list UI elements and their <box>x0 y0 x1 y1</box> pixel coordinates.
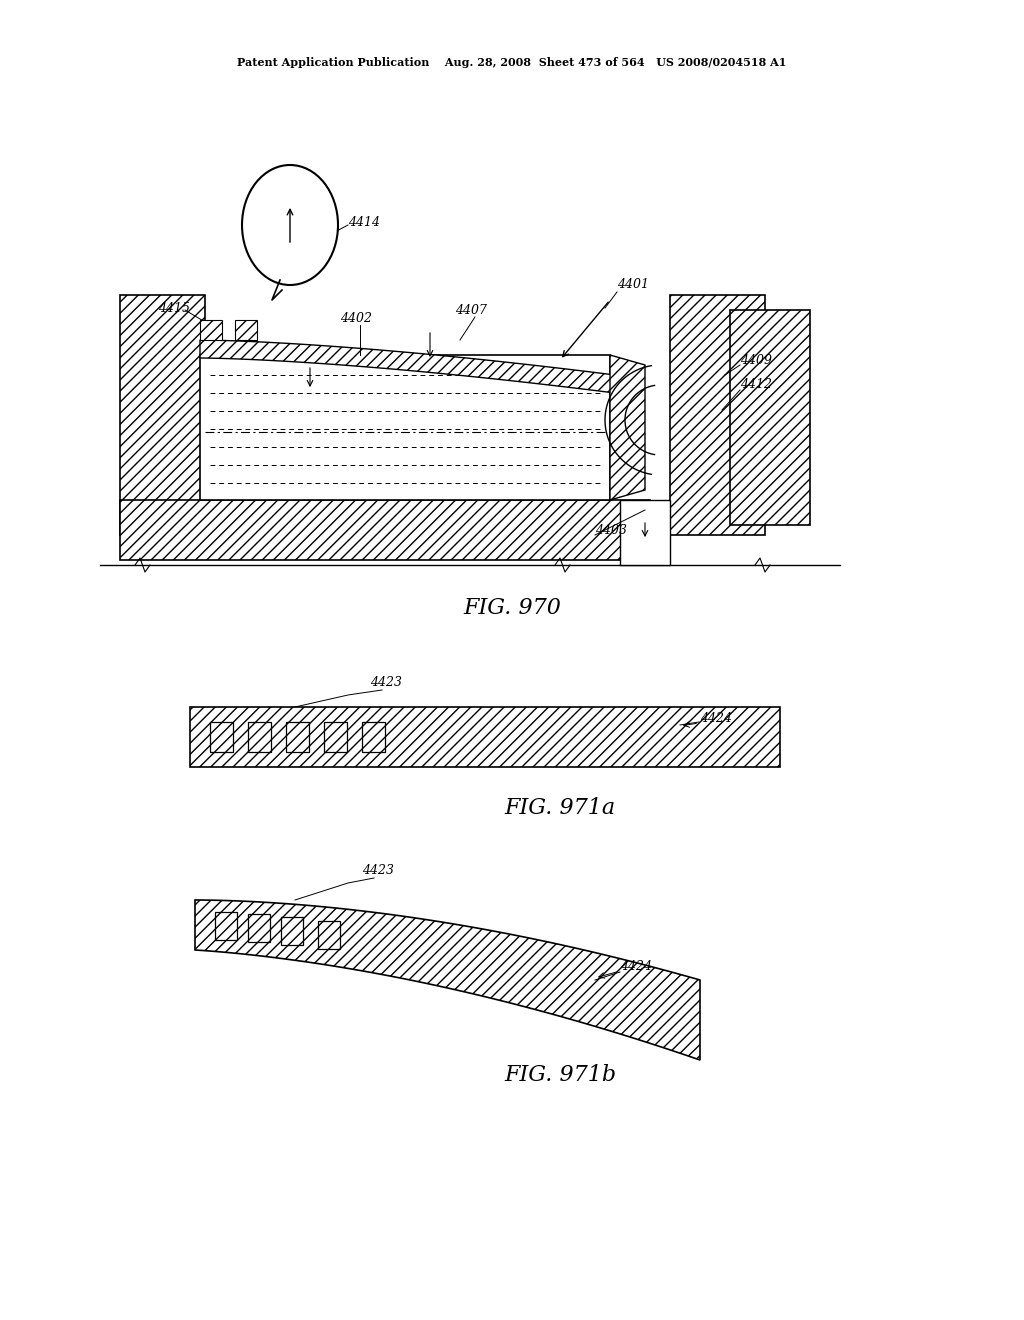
Bar <box>120 500 650 560</box>
Bar <box>620 500 670 565</box>
Text: 4401: 4401 <box>617 279 649 292</box>
Bar <box>210 722 233 752</box>
Text: FIG. 971b: FIG. 971b <box>504 1064 616 1086</box>
Ellipse shape <box>242 165 338 285</box>
Text: 4415: 4415 <box>158 301 190 314</box>
Bar <box>362 722 385 752</box>
Text: FIG. 970: FIG. 970 <box>463 597 561 619</box>
Bar <box>200 319 222 341</box>
Polygon shape <box>610 355 645 500</box>
Bar <box>324 722 347 752</box>
Bar <box>120 294 205 535</box>
Text: FIG. 971a: FIG. 971a <box>505 797 615 818</box>
Bar <box>281 917 303 945</box>
Text: 4423: 4423 <box>362 865 394 878</box>
Bar <box>730 310 810 525</box>
Text: 4412: 4412 <box>740 379 772 392</box>
Text: 4423: 4423 <box>370 676 402 689</box>
Text: Patent Application Publication    Aug. 28, 2008  Sheet 473 of 564   US 2008/0204: Patent Application Publication Aug. 28, … <box>238 57 786 67</box>
Polygon shape <box>200 341 615 393</box>
Bar <box>286 722 309 752</box>
Text: 4402: 4402 <box>340 312 372 325</box>
Text: 4403: 4403 <box>595 524 627 536</box>
Bar <box>248 722 271 752</box>
Text: 4414: 4414 <box>348 215 380 228</box>
Text: 4424: 4424 <box>620 961 652 974</box>
Text: 4407: 4407 <box>455 304 487 317</box>
Text: 4409: 4409 <box>740 354 772 367</box>
Text: 4424: 4424 <box>700 711 732 725</box>
Bar <box>200 355 610 500</box>
Bar <box>248 913 270 941</box>
Bar <box>234 319 257 341</box>
Bar <box>215 912 237 940</box>
Polygon shape <box>195 900 700 1060</box>
Bar <box>190 708 780 767</box>
Bar <box>318 921 340 949</box>
Bar <box>670 294 765 535</box>
